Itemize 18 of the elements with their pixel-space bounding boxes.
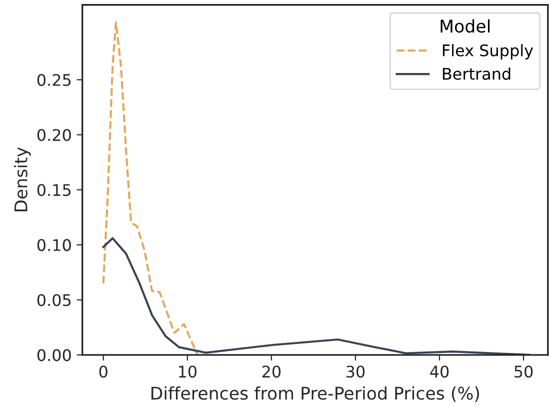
- y-tick-label: 0.15: [37, 184, 71, 196]
- x-tick-label: 30: [346, 366, 365, 378]
- legend-title: Model: [440, 19, 490, 33]
- legend-label: Flex Supply: [442, 44, 534, 60]
- x-tick-label: 50: [514, 366, 533, 378]
- x-tick-label: 10: [178, 366, 196, 378]
- x-tick-label: 20: [262, 366, 281, 378]
- x-axis-title: Differences from Pre-Period Prices (%): [151, 386, 479, 402]
- line-series: [102, 21, 199, 355]
- y-tick-label: 0.10: [37, 239, 71, 252]
- x-tick-label: 0: [99, 366, 108, 378]
- y-tick-label: 0.05: [37, 294, 71, 306]
- x-tick-label: 40: [430, 366, 449, 378]
- y-tick-label: 0.00: [37, 349, 71, 362]
- y-axis-title: Density: [14, 147, 31, 212]
- y-tick-label: 0.25: [37, 74, 71, 86]
- legend-label: Bertrand: [442, 67, 510, 80]
- y-tick-label: 0.20: [37, 128, 71, 142]
